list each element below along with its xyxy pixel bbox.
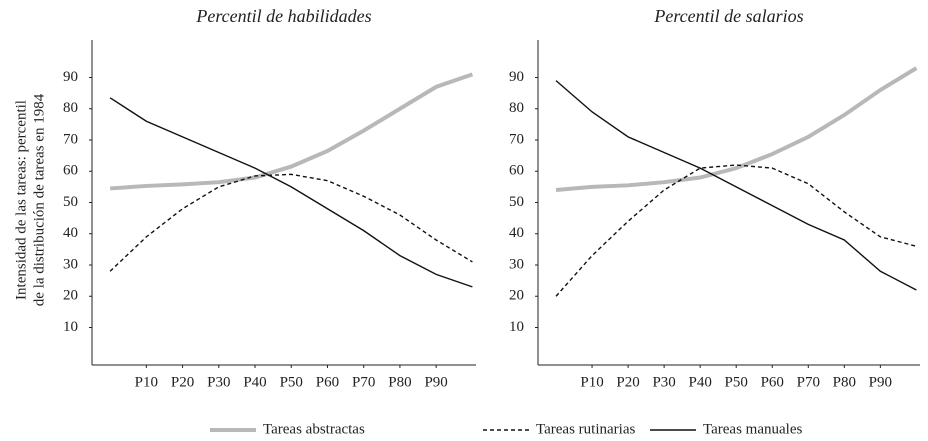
x-tick-label: P20 <box>616 374 639 390</box>
x-tick-label: P70 <box>352 374 375 390</box>
y-tick-label: 20 <box>509 288 524 304</box>
y-tick-label: 70 <box>509 131 524 147</box>
x-tick-label: P90 <box>424 374 447 390</box>
x-tick-label: P10 <box>135 374 158 390</box>
series-line <box>555 80 917 291</box>
chart-title: Percentil de habilidades <box>195 6 371 26</box>
x-tick-label: P50 <box>280 374 303 390</box>
series-line <box>109 173 473 272</box>
x-tick-label: P40 <box>243 374 266 390</box>
y-tick-label: 90 <box>63 69 78 85</box>
x-tick-label: P70 <box>797 374 820 390</box>
series-line <box>555 66 918 192</box>
y-tick-label: 30 <box>509 256 524 272</box>
x-tick-label: P80 <box>833 374 856 390</box>
y-tick-label: 50 <box>509 194 524 210</box>
y-tick-label: 40 <box>509 225 524 241</box>
y-tick-label: 90 <box>509 69 524 85</box>
y-tick-label: 50 <box>63 194 78 210</box>
series-line <box>109 97 473 288</box>
x-tick-label: P60 <box>761 374 784 390</box>
x-tick-label: P30 <box>652 374 675 390</box>
x-tick-label: P90 <box>869 374 892 390</box>
x-tick-label: P20 <box>171 374 194 390</box>
legend-label: Tareas manuales <box>703 421 802 437</box>
x-tick-label: P50 <box>725 374 748 390</box>
y-tick-label: 40 <box>63 225 78 241</box>
y-tick-label: 60 <box>63 163 78 179</box>
x-tick-label: P30 <box>207 374 230 390</box>
y-tick-label: 80 <box>509 100 524 116</box>
x-tick-label: P10 <box>580 374 603 390</box>
y-tick-label: 70 <box>63 131 78 147</box>
y-tick-label: 10 <box>63 319 78 335</box>
y-axis-label: de la distribución de tareas en 1984 <box>31 93 47 306</box>
series-line <box>555 164 917 297</box>
legend-label: Tareas abstractas <box>263 421 365 437</box>
x-tick-label: P60 <box>316 374 339 390</box>
chart-title: Percentil de salarios <box>653 6 803 26</box>
y-tick-label: 20 <box>63 288 78 304</box>
series-line <box>109 72 474 191</box>
y-tick-label: 10 <box>509 319 524 335</box>
y-tick-label: 30 <box>63 256 78 272</box>
y-axis-label: Intensidad de las tareas: percentil <box>13 100 29 300</box>
y-tick-label: 80 <box>63 100 78 116</box>
y-tick-label: 60 <box>509 163 524 179</box>
x-tick-label: P80 <box>388 374 411 390</box>
x-tick-label: P40 <box>688 374 711 390</box>
legend-label: Tareas rutinarias <box>536 421 635 437</box>
